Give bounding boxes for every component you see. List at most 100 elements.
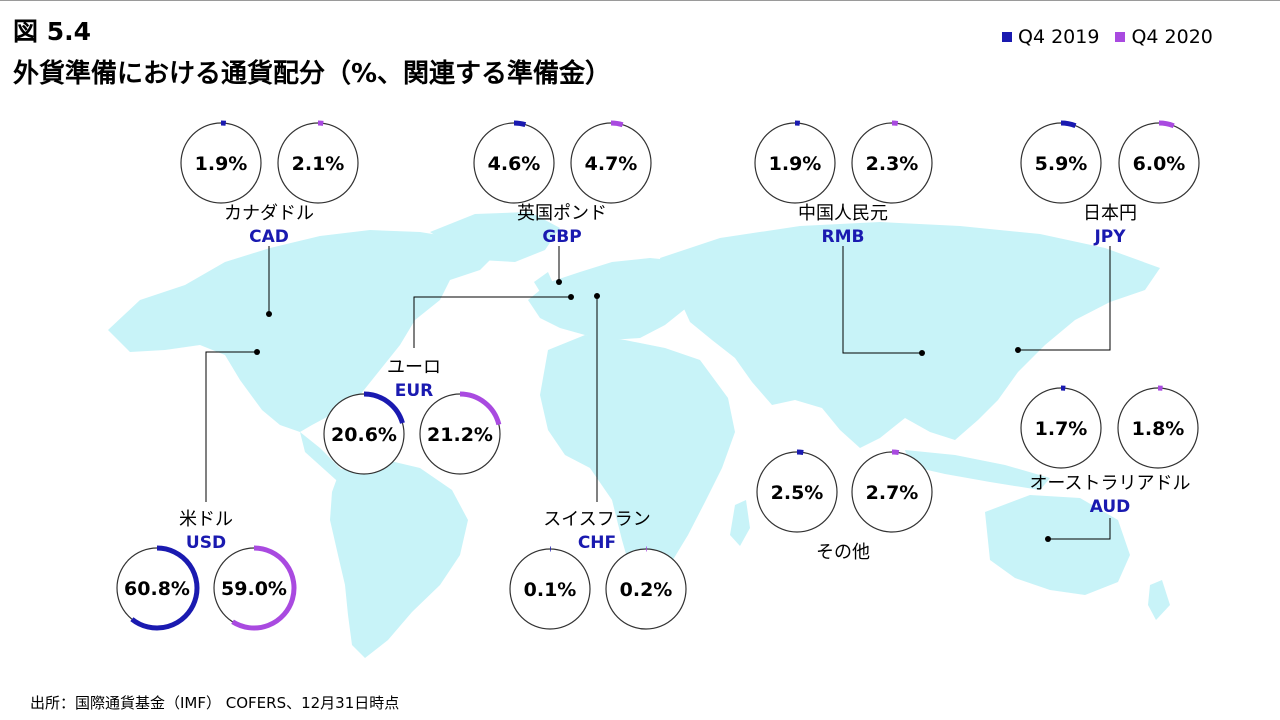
ring-other-q4-2020-arc <box>891 449 900 456</box>
continent-south-america <box>330 458 468 658</box>
ring-rmb-q4-2019: 1.9% <box>754 120 836 204</box>
currency-code-jpy: JPY <box>1093 227 1126 247</box>
continent-new-zealand <box>1148 580 1170 620</box>
leader-line-jpy <box>1018 246 1111 351</box>
currency-code-cad: CAD <box>249 227 289 247</box>
continent-britain <box>534 272 556 300</box>
ring-jpy-q4-2020-arc <box>1158 120 1175 129</box>
leader-lines <box>205 246 1111 542</box>
ring-eur-q4-2020-value: 21.2% <box>427 424 493 446</box>
currency-name-rmb: 中国人民元 <box>798 203 888 224</box>
currency-name-usd: 米ドル <box>179 509 233 530</box>
location-dot-aud <box>1045 536 1051 542</box>
ring-other-q4-2020-value: 2.7% <box>866 482 919 504</box>
ring-chf-q4-2019-value: 0.1% <box>524 579 577 601</box>
currency-name-cad: カナダドル <box>224 203 314 224</box>
currency-code-aud: AUD <box>1090 497 1131 517</box>
ring-usd-q4-2020-value: 59.0% <box>221 578 287 600</box>
top-rule <box>0 0 1280 1</box>
continent-madagascar <box>730 500 750 546</box>
legend-item-q4-2020: Q4 2020 <box>1115 26 1213 48</box>
ring-aud-q4-2019: 1.7% <box>1020 385 1102 469</box>
ring-eur-q4-2019-arc <box>363 391 405 424</box>
continent-greenland <box>430 212 560 262</box>
legend: Q4 2019 Q4 2020 <box>1002 27 1213 47</box>
leader-line-eur <box>413 296 571 348</box>
continent-asia <box>660 222 1160 448</box>
ring-other-q4-2019: 2.5% <box>756 449 838 533</box>
currency-name-gbp: 英国ポンド <box>517 203 607 224</box>
ring-gbp-q4-2020: 4.7% <box>570 120 652 204</box>
ring-cad-q4-2019: 1.9% <box>180 120 262 204</box>
currency-code-chf: CHF <box>578 533 616 553</box>
ring-eur-q4-2019: 20.6% <box>323 391 405 475</box>
ring-eur-q4-2019-value: 20.6% <box>331 424 397 446</box>
currency-rings: 1.9% 2.1% 4.6% 4.7% 1.9% 2.3% 5.9% 6.0% 20.6% 21.… <box>116 120 1200 631</box>
leader-line-usd <box>205 351 257 502</box>
ring-jpy-q4-2020: 6.0% <box>1118 120 1200 204</box>
currency-name-other: その他 <box>816 542 870 563</box>
currency-code-eur: EUR <box>395 381 434 401</box>
currency-code-gbp: GBP <box>542 227 581 247</box>
ring-jpy-q4-2019-value: 5.9% <box>1035 153 1088 175</box>
ring-aud-q4-2019-value: 1.7% <box>1035 418 1088 440</box>
location-dot-eur <box>568 294 574 300</box>
location-dot-jpy <box>1015 347 1021 353</box>
figure-number: 図 5.4 <box>13 17 91 46</box>
continent-indonesia <box>905 450 1050 490</box>
chart-title: 外貨準備における通貨配分（%、関連する準備金） <box>13 59 612 89</box>
legend-swatch-q4-2019 <box>1002 32 1012 42</box>
leader-line-aud <box>1048 518 1111 540</box>
currency-name-jpy: 日本円 <box>1083 203 1137 224</box>
currency-code-rmb: RMB <box>822 227 865 247</box>
ring-gbp-q4-2019: 4.6% <box>473 120 555 204</box>
currency-name-aud: オーストラリアドル <box>1029 473 1190 494</box>
legend-swatch-q4-2020 <box>1115 32 1126 42</box>
ring-gbp-q4-2019-arc <box>513 120 527 128</box>
continent-europe <box>528 258 700 340</box>
ring-jpy-q4-2019: 5.9% <box>1020 120 1102 204</box>
ring-eur-q4-2020-arc <box>459 391 502 426</box>
ring-gbp-q4-2020-value: 4.7% <box>585 153 638 175</box>
legend-label-q4-2019: Q4 2019 <box>1018 26 1100 48</box>
continent-africa <box>540 335 735 585</box>
ring-usd-q4-2019-value: 60.8% <box>124 578 190 600</box>
world-map <box>108 212 1170 658</box>
ring-other-q4-2020: 2.7% <box>851 449 933 533</box>
legend-item-q4-2019: Q4 2019 <box>1002 27 1099 47</box>
leader-line-rmb <box>842 246 922 354</box>
location-dot-rmb <box>919 350 925 356</box>
ring-usd-q4-2020-arc <box>231 545 297 631</box>
ring-rmb-q4-2020-value: 2.3% <box>866 153 919 175</box>
ring-other-q4-2019-value: 2.5% <box>771 482 824 504</box>
ring-aud-q4-2020: 1.8% <box>1117 385 1199 469</box>
currency-code-usd: USD <box>186 533 226 553</box>
legend-label-q4-2020: Q4 2020 <box>1131 26 1213 48</box>
currency-name-chf: スイスフラン <box>543 509 650 530</box>
location-dot-gbp <box>556 279 562 285</box>
ring-gbp-q4-2020-arc <box>610 120 624 128</box>
ring-chf-q4-2020-value: 0.2% <box>620 579 673 601</box>
location-dot-chf <box>594 293 600 299</box>
continent-japan <box>1028 290 1052 340</box>
location-dot-usd <box>254 349 260 355</box>
ring-cad-q4-2020: 2.1% <box>277 120 359 204</box>
ring-aud-q4-2020-value: 1.8% <box>1132 418 1185 440</box>
ring-jpy-q4-2019-arc <box>1060 120 1077 129</box>
ring-gbp-q4-2019-value: 4.6% <box>488 153 541 175</box>
source-footnote: 出所：国際通貨基金（IMF） COFERS、12月31日時点 <box>30 694 400 712</box>
currency-labels: カナダドル CAD 英国ポンド GBP 中国人民元 RMB 日本円 JPY ユーロ EUR オースト… <box>179 203 1191 563</box>
ring-eur-q4-2020: 21.2% <box>419 391 502 475</box>
ring-usd-q4-2019-arc <box>130 545 200 631</box>
ring-usd-q4-2019: 60.8% <box>116 545 200 631</box>
ring-chf-q4-2020: 0.2% <box>605 546 687 630</box>
continent-australia <box>985 495 1130 595</box>
location-dot-cad <box>266 311 272 317</box>
ring-cad-q4-2019-value: 1.9% <box>195 153 248 175</box>
ring-rmb-q4-2019-value: 1.9% <box>769 153 822 175</box>
ring-rmb-q4-2020: 2.3% <box>851 120 933 204</box>
continent-north-america <box>108 230 500 432</box>
ring-chf-q4-2019: 0.1% <box>509 546 591 630</box>
currency-name-eur: ユーロ <box>387 357 441 378</box>
